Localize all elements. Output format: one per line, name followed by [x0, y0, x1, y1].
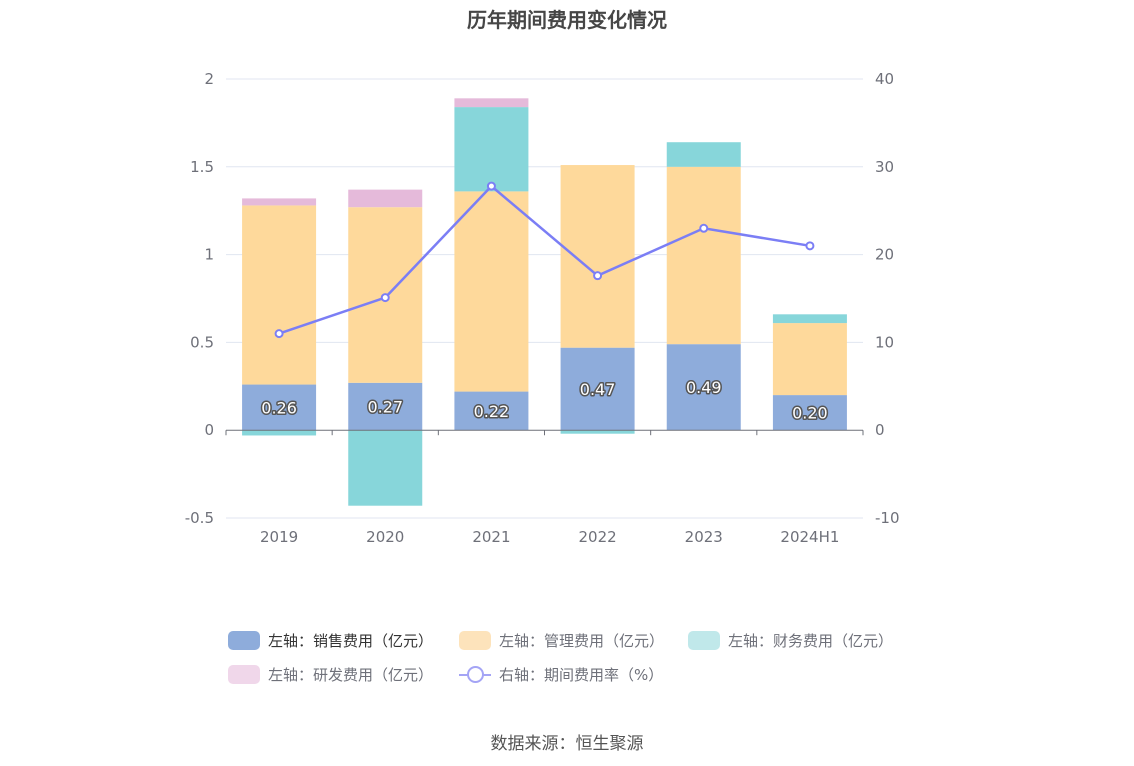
x-tick-label: 2023: [685, 528, 723, 546]
rate-point-2020: [380, 293, 390, 303]
y-left-tick-label: 1.5: [190, 158, 214, 176]
legend-label-finance: 左轴：财务费用（亿元）: [728, 632, 894, 650]
bar-series2-2019: [242, 430, 317, 436]
legend-item-finance[interactable]: 左轴：财务费用（亿元）: [688, 630, 893, 651]
chart-plot: -0.5 0 0.5 1 1.5 2 -10 0 10 20 30 40 2019 2020 2021 202…: [185, 70, 900, 546]
rate-point-2022: [593, 271, 603, 281]
rate-point-2023: [699, 223, 709, 233]
legend-item-sales[interactable]: 左轴：销售费用（亿元）: [228, 630, 433, 651]
rate-line: [278, 184, 811, 335]
legend-item-rate[interactable]: 右轴：期间费用率（%）: [459, 664, 663, 685]
legend-swatch-admin: [459, 631, 491, 650]
bar-series3-2021: [454, 98, 529, 108]
legend-item-rd[interactable]: 左轴：研发费用（亿元）: [228, 664, 433, 685]
rate-point-2021: [486, 181, 496, 191]
bar-series0-2023: [666, 344, 741, 431]
bar-series3-2019: [242, 198, 317, 206]
bar-series2-2023: [666, 142, 741, 167]
bar-series3-2020: [348, 189, 423, 208]
y-right-tick-label: 20: [875, 246, 894, 264]
bar-series1-2019: [242, 205, 317, 385]
chart-title: 历年期间费用变化情况: [467, 8, 667, 32]
y-left-tick-label: 1: [204, 246, 214, 264]
bar-series1-2021: [454, 191, 529, 392]
legend-label-admin: 左轴：管理费用（亿元）: [499, 632, 665, 650]
legend-label-rd: 左轴：研发费用（亿元）: [268, 666, 434, 684]
x-tick-label: 2024H1: [780, 528, 839, 546]
y-right-tick-label: -10: [875, 509, 900, 527]
legend-swatch-finance: [688, 631, 720, 650]
x-tick-label: 2020: [366, 528, 404, 546]
data-label-sales: 0.22: [474, 402, 510, 421]
data-label-sales: 0.47: [580, 380, 616, 399]
bar-series0-2020: [348, 382, 423, 431]
bar-series0-2024H1: [772, 395, 847, 431]
x-tick-label: 2019: [260, 528, 298, 546]
legend-line-rate-icon: [459, 665, 491, 684]
bar-series2-2022: [560, 430, 635, 434]
y-left-tick-label: -0.5: [185, 509, 214, 527]
legend-label-rate: 右轴：期间费用率（%）: [499, 666, 664, 684]
bar-series2-2021: [454, 107, 529, 192]
bar-series2-2020: [348, 430, 423, 506]
data-label-sales: 0.49: [686, 378, 722, 397]
legend-label-sales: 左轴：销售费用（亿元）: [268, 632, 434, 650]
legend-item-admin[interactable]: 左轴：管理费用（亿元）: [459, 630, 664, 651]
bar-series1-2023: [666, 166, 741, 345]
y-right-tick-label: 0: [875, 421, 885, 439]
data-label-sales: 0.20: [792, 404, 828, 423]
bar-series0-2019: [242, 384, 317, 431]
bar-series1-2024H1: [772, 323, 847, 396]
y-right-tick-label: 40: [875, 70, 894, 88]
x-tick-label: 2022: [578, 528, 616, 546]
y-left-tick-label: 0.5: [190, 333, 214, 351]
y-left-tick-label: 2: [204, 70, 214, 88]
bar-series0-2021: [454, 391, 529, 431]
x-tick-label: 2021: [472, 528, 510, 546]
data-label-sales: 0.27: [367, 397, 403, 416]
rate-point-2019: [274, 329, 284, 339]
y-right-tick-label: 10: [875, 333, 894, 351]
legend-swatch-sales: [228, 631, 260, 650]
y-left-tick-label: 0: [204, 421, 214, 439]
rate-point-2024H1: [805, 241, 815, 251]
y-right-tick-label: 30: [875, 158, 894, 176]
bar-series1-2022: [560, 165, 635, 348]
data-label-sales: 0.26: [261, 398, 297, 417]
bar-series2-2024H1: [772, 314, 847, 324]
source-note: 数据来源：恒生聚源: [490, 734, 644, 754]
legend-swatch-rd: [228, 665, 260, 684]
bar-series0-2022: [560, 347, 635, 431]
